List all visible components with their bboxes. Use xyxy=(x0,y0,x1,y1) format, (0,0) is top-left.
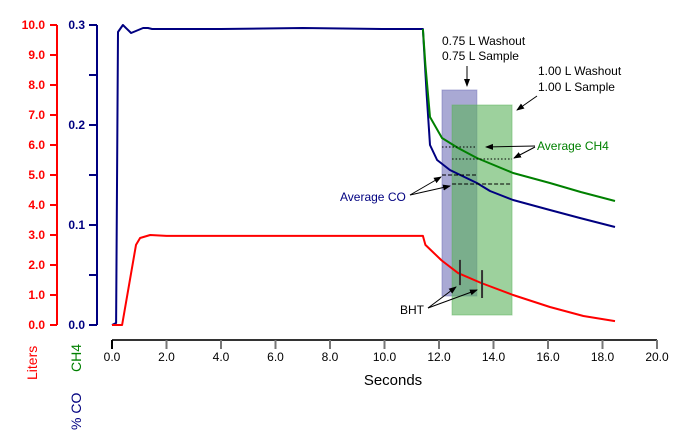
annotation-075-washout: 0.75 L Washout xyxy=(442,34,526,48)
annotation-100-washout: 1.00 L Washout xyxy=(538,64,622,78)
x-tick-label: 12.0 xyxy=(427,350,451,364)
percent-tick-label: 0.1 xyxy=(68,218,85,232)
arrow-avg-co-1 xyxy=(409,176,442,196)
arrow-avg-ch4-1 xyxy=(485,143,536,150)
liters-tick-label: 8.0 xyxy=(28,78,45,92)
percent-tick-label: 0.2 xyxy=(68,118,85,132)
x-tick-label: 16.0 xyxy=(536,350,560,364)
arrow-avg-co-2 xyxy=(409,184,451,196)
liters-tick-label: 9.0 xyxy=(28,48,45,62)
annotation-average-ch4: Average CH4 xyxy=(537,139,609,153)
x-tick-label: 4.0 xyxy=(213,350,230,364)
annotation-bht: BHT xyxy=(400,303,425,317)
arrow-100 xyxy=(516,95,538,111)
annotation-100-sample: 1.00 L Sample xyxy=(538,80,615,94)
liters-tick-label: 7.0 xyxy=(28,108,45,122)
arrow-avg-ch4-2 xyxy=(513,146,536,159)
liters-axis-label: Liters xyxy=(24,346,40,380)
liters-tick-label: 10.0 xyxy=(22,18,46,32)
liters-tick-label: 6.0 xyxy=(28,138,45,152)
co-axis-label: % CO xyxy=(68,393,84,430)
percent-tick-label: 0.3 xyxy=(68,18,85,32)
annotation-075-sample: 0.75 L Sample xyxy=(442,49,519,63)
series-line-co xyxy=(111,24,616,326)
x-tick-label: 0.0 xyxy=(104,350,121,364)
liters-tick-label: 3.0 xyxy=(28,228,45,242)
x-tick-label: 18.0 xyxy=(591,350,615,364)
series-line-liters xyxy=(112,234,616,326)
series-line-ch4 xyxy=(421,28,616,202)
arrow-bht-1 xyxy=(427,286,457,309)
percent-tick-label: 0.0 xyxy=(68,318,85,332)
x-tick-label: 20.0 xyxy=(645,350,669,364)
x-tick-label: 8.0 xyxy=(322,350,339,364)
liters-tick-label: 5.0 xyxy=(28,168,45,182)
x-axis: 0.0 2.0 4.0 6.0 8.0 10.0 12.0 14.0 16.0 18.0 20.0 xyxy=(104,339,669,364)
annotation-average-co: Average CO xyxy=(340,190,406,204)
liters-tick-label: 1.0 xyxy=(28,288,45,302)
x-tick-label: 2.0 xyxy=(158,350,175,364)
ch4-axis-label: CH4 xyxy=(68,344,84,372)
percent-axis: 0.0 0.1 0.2 0.3 xyxy=(68,18,98,332)
x-axis-label: Seconds xyxy=(364,372,422,389)
arrow-bht-2 xyxy=(427,289,478,309)
liters-axis: 0.0 1.0 2.0 3.0 4.0 5.0 6.0 7.0 8.0 9.0 10.0 xyxy=(22,18,58,332)
liters-tick-label: 4.0 xyxy=(28,198,45,212)
x-tick-label: 14.0 xyxy=(482,350,506,364)
liters-tick-label: 2.0 xyxy=(28,258,45,272)
x-tick-label: 10.0 xyxy=(373,350,397,364)
x-tick-label: 6.0 xyxy=(267,350,284,364)
liters-tick-label: 0.0 xyxy=(28,318,45,332)
